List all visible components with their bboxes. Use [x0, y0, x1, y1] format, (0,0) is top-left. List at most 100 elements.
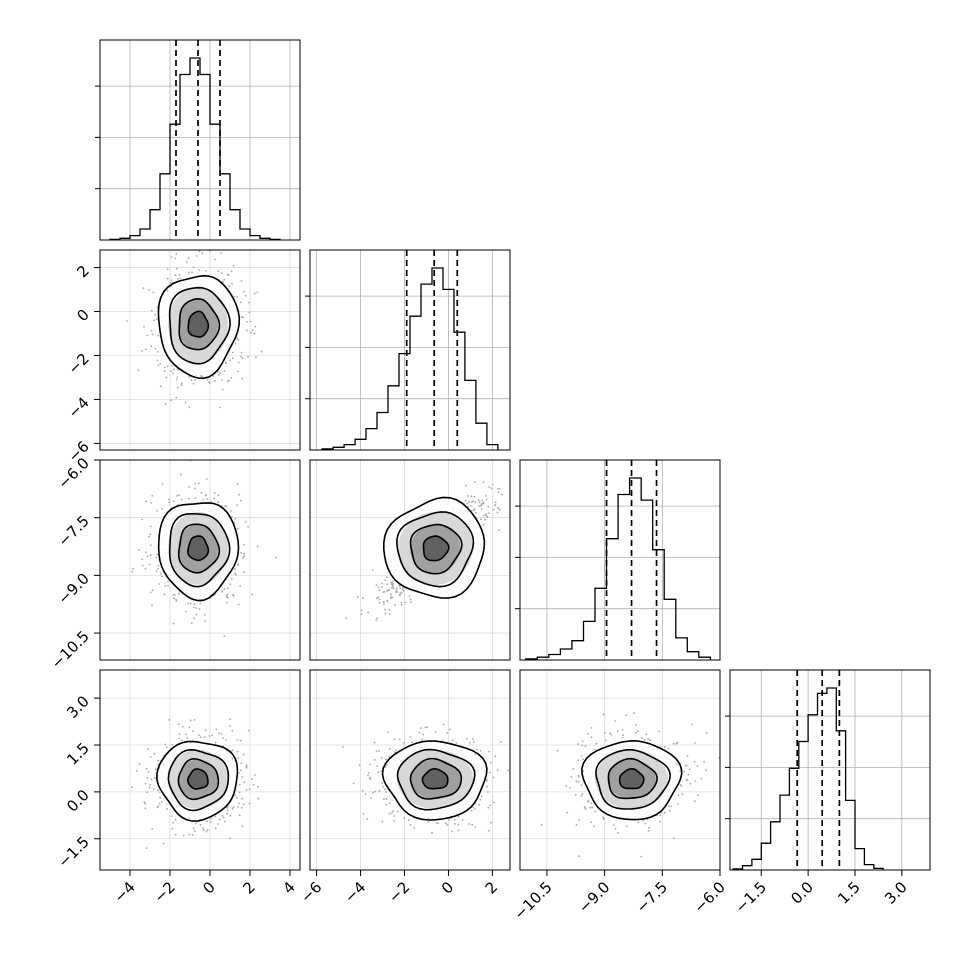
scatter-point — [581, 744, 583, 747]
scatter-point — [158, 802, 161, 805]
scatter-point — [178, 737, 181, 740]
scatter-point — [591, 806, 593, 809]
scatter-point — [248, 311, 251, 314]
histogram-frame-1 — [309, 249, 511, 451]
scatter-point — [383, 590, 385, 593]
scatter-point — [659, 814, 662, 817]
scatter-point — [378, 589, 381, 592]
scatter-point — [482, 481, 485, 484]
scatter-point — [581, 740, 584, 742]
scatter-point — [194, 487, 196, 490]
scatter-point — [231, 282, 233, 285]
density-panel-0-1 — [100, 250, 300, 450]
scatter-point — [155, 318, 158, 321]
scatter-point — [243, 290, 245, 293]
scatter-point — [154, 347, 157, 350]
scatter-point — [214, 379, 216, 382]
scatter-point — [174, 257, 177, 260]
scatter-point — [149, 533, 152, 536]
scatter-point — [497, 487, 499, 490]
scatter-point — [200, 491, 203, 494]
scatter-point — [395, 591, 397, 593]
scatter-point — [388, 613, 391, 616]
scatter-point — [236, 527, 239, 530]
scatter-point — [236, 370, 239, 373]
scatter-point — [189, 719, 192, 722]
scatter-point — [218, 732, 221, 735]
scatter-point — [175, 396, 178, 399]
scatter-point — [157, 364, 160, 367]
scatter-point — [677, 794, 680, 797]
scatter-point — [420, 727, 422, 729]
scatter-point — [646, 818, 649, 821]
scatter-point — [496, 769, 499, 771]
scatter-point — [194, 379, 197, 381]
scatter-point — [404, 601, 407, 604]
scatter-point — [226, 812, 228, 815]
scatter-point — [227, 596, 229, 599]
scatter-point — [230, 510, 232, 512]
scatter-point — [194, 830, 196, 832]
scatter-point — [385, 797, 388, 800]
scatter-point — [190, 379, 193, 382]
scatter-point — [390, 597, 392, 600]
scatter-point — [208, 735, 211, 737]
scatter-point — [451, 739, 454, 742]
scatter-point — [668, 810, 671, 812]
scatter-point — [437, 822, 439, 825]
scatter-point — [156, 509, 159, 512]
scatter-point — [236, 337, 239, 340]
scatter-point — [501, 493, 503, 496]
scatter-point — [251, 593, 254, 596]
density-frame-1-2 — [309, 459, 511, 661]
scatter-point — [223, 635, 226, 637]
scatter-point — [185, 261, 188, 264]
scatter-point — [146, 791, 149, 793]
scatter-point — [192, 606, 195, 609]
scatter-point — [507, 769, 510, 772]
scatter-point — [247, 355, 250, 358]
scatter-point — [151, 333, 154, 336]
scatter-point — [574, 794, 577, 796]
histogram-frame-0 — [99, 39, 301, 241]
scatter-point — [249, 320, 252, 323]
x-axis-tick-label-1-4: 2 — [482, 878, 501, 897]
scatter-point — [192, 266, 195, 269]
scatter-point — [214, 815, 217, 818]
x-axis-tick-label-0-0: −4 — [110, 878, 138, 906]
scatter-point — [248, 301, 250, 304]
scatter-point — [453, 819, 456, 821]
scatter-point — [145, 348, 147, 351]
scatter-point — [378, 789, 381, 792]
scatter-point — [371, 569, 374, 571]
scatter-point — [487, 791, 489, 793]
scatter-point — [160, 572, 162, 575]
scatter-point — [209, 820, 212, 823]
scatter-point — [149, 783, 152, 786]
scatter-point — [240, 762, 243, 765]
scatter-point — [226, 809, 229, 812]
scatter-point — [540, 823, 543, 826]
scatter-point — [637, 821, 640, 824]
scatter-point — [171, 827, 174, 830]
scatter-point — [478, 505, 480, 507]
scatter-point — [148, 289, 151, 291]
y-axis-tick-label-2-2: −7.5 — [54, 512, 92, 550]
scatter-point — [204, 613, 206, 616]
scatter-point — [138, 762, 141, 765]
scatter-point — [247, 525, 250, 528]
scatter-point — [147, 771, 150, 773]
histogram-panel-2 — [515, 460, 720, 660]
scatter-point — [159, 362, 162, 365]
scatter-point — [172, 594, 174, 596]
scatter-point — [367, 772, 370, 774]
scatter-point — [237, 339, 240, 341]
scatter-point — [161, 508, 164, 510]
density-frame-0-1 — [99, 249, 301, 451]
x-axis-tick-label-0-1: −2 — [150, 878, 178, 906]
scatter-point — [384, 579, 387, 582]
scatter-point — [372, 791, 374, 794]
scatter-point — [685, 764, 688, 767]
scatter-point — [647, 829, 650, 832]
x-axis-tick-label-1-2: −2 — [385, 878, 413, 906]
